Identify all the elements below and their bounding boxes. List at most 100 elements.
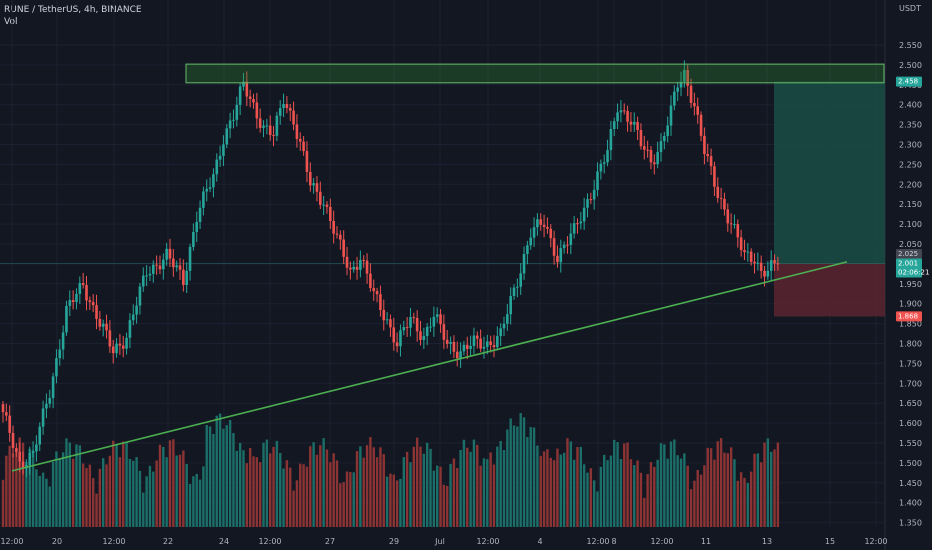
candle-body [51, 376, 55, 399]
reference-price-tag-bg [896, 248, 922, 259]
candle-body [496, 336, 499, 348]
volume-bar [596, 491, 599, 527]
volume-bar [45, 478, 48, 527]
volume-bar [696, 469, 699, 527]
candle-body [302, 141, 305, 152]
candle-body [369, 273, 372, 289]
volume-bar [482, 458, 486, 527]
candle-body [556, 255, 559, 263]
stop-loss-tag-bg [896, 311, 922, 322]
volume-bar [282, 468, 285, 527]
volume-label: Vol [4, 17, 18, 27]
volume-bar [452, 458, 456, 527]
volume-bar [105, 464, 108, 527]
volume-bar [562, 452, 566, 527]
volume-bar [676, 455, 679, 527]
candle-body [459, 351, 462, 359]
volume-bar [526, 437, 529, 527]
volume-bar [459, 449, 462, 527]
volume-bar [412, 446, 416, 527]
candle-body [128, 320, 132, 338]
volume-bar [659, 443, 663, 527]
volume-bar [352, 472, 355, 527]
candle-body [61, 332, 65, 350]
candle-body [405, 327, 409, 329]
candle-body [78, 283, 82, 294]
volume-bar [502, 449, 506, 527]
candle-body [312, 183, 315, 186]
volume-bar [709, 448, 713, 527]
candle-body [766, 270, 770, 277]
volume-bar [312, 442, 315, 527]
candle-body [529, 237, 533, 246]
candle-body [332, 220, 335, 234]
price-tick-label: 1.900 [899, 300, 922, 309]
price-tick-label: 1.450 [899, 479, 922, 488]
volume-bar [8, 445, 11, 527]
volume-bar [185, 464, 188, 527]
volume-bar [379, 447, 382, 527]
volume-bar [773, 449, 776, 527]
candle-body [11, 432, 15, 449]
candle-body [499, 328, 502, 337]
volume-bar [305, 466, 309, 527]
volume-bar [506, 429, 509, 527]
candle-body [385, 319, 389, 321]
volume-bar [55, 451, 58, 527]
volume-bar [439, 466, 442, 527]
volume-bar [68, 442, 71, 527]
volume-bar [142, 492, 145, 527]
candle-body [145, 275, 148, 277]
candle-body [152, 264, 155, 274]
volume-bar [766, 438, 770, 527]
volume-bar [486, 459, 489, 527]
volume-bar [666, 458, 669, 527]
volume-bar [5, 455, 8, 527]
trendline [11, 261, 848, 472]
candle-body [653, 162, 656, 165]
volume-bar [112, 440, 115, 527]
volume-bar [128, 458, 132, 527]
candle-body [622, 110, 626, 112]
last-price-tag-text: 2.001 [898, 260, 918, 268]
candle-body [272, 135, 275, 137]
volume-bar [609, 455, 613, 527]
volume-bar [242, 450, 245, 527]
volume-bar [532, 427, 536, 527]
volume-bar [202, 466, 205, 527]
candle-body [616, 112, 619, 122]
candle-body [489, 341, 492, 346]
take-profit-tag-text: 2.458 [898, 78, 918, 86]
candle-body [252, 99, 255, 103]
volume-bar [25, 461, 28, 527]
candle-body [238, 86, 242, 105]
candle-body [185, 270, 188, 285]
candle-body [212, 174, 215, 188]
candle-body [609, 129, 613, 151]
candle-body [28, 453, 32, 466]
candle-body [105, 323, 108, 331]
volume-bar [736, 480, 739, 527]
candle-body [71, 300, 75, 303]
volume-bar [145, 476, 148, 527]
candle-body [536, 219, 539, 228]
candle-body [395, 342, 399, 347]
candle-body [572, 223, 576, 234]
volume-bar [215, 415, 218, 527]
volume-bar [633, 465, 636, 527]
candle-body [168, 248, 172, 259]
candle-body [746, 251, 750, 253]
volume-bar [71, 458, 75, 527]
volume-bar [205, 424, 208, 527]
volume-bar [262, 442, 265, 527]
candle-body [552, 238, 556, 256]
volume-bars [1, 413, 780, 527]
volume-bar [188, 483, 192, 527]
volume-bar [132, 460, 135, 527]
volume-bar [158, 444, 162, 527]
candle-body [576, 223, 579, 225]
candle-body [325, 204, 329, 207]
volume-bar [289, 467, 292, 527]
volume-bar [382, 454, 385, 527]
